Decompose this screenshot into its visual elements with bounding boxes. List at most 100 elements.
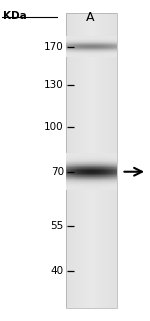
Bar	[108, 13, 109, 308]
Bar	[71, 168, 72, 169]
Bar	[108, 164, 109, 165]
Bar	[113, 37, 114, 38]
Bar	[89, 157, 90, 158]
Bar	[95, 41, 96, 42]
Bar	[100, 162, 101, 163]
Bar	[85, 39, 86, 40]
Bar	[82, 41, 83, 42]
Bar	[77, 157, 78, 158]
Bar	[102, 51, 103, 52]
Bar	[99, 13, 100, 308]
Bar	[89, 168, 90, 169]
Bar	[82, 55, 83, 56]
Bar	[92, 185, 93, 186]
Bar	[93, 161, 94, 162]
Bar	[75, 172, 76, 173]
Bar	[108, 172, 109, 173]
Bar	[76, 46, 77, 47]
Bar	[111, 176, 112, 177]
Bar	[70, 154, 71, 155]
Bar	[86, 162, 87, 163]
Bar	[102, 166, 103, 167]
Bar	[102, 172, 103, 173]
Bar	[93, 172, 94, 173]
Bar	[81, 169, 82, 170]
Bar	[85, 53, 86, 54]
Bar	[105, 47, 106, 48]
Bar	[97, 175, 98, 176]
Bar	[86, 157, 87, 158]
Bar	[77, 47, 78, 48]
Bar	[105, 177, 106, 178]
Bar	[104, 51, 105, 52]
Bar	[107, 161, 108, 162]
Bar	[105, 187, 106, 188]
Bar	[89, 186, 90, 187]
Bar	[85, 41, 86, 42]
Bar	[95, 172, 96, 173]
Bar	[74, 177, 75, 178]
Bar	[74, 155, 75, 156]
Bar	[106, 177, 107, 178]
Bar	[73, 189, 74, 190]
Bar	[113, 54, 114, 55]
Bar	[97, 163, 98, 164]
Bar	[94, 170, 95, 171]
Bar	[72, 46, 73, 47]
Bar	[101, 167, 102, 168]
Bar	[100, 175, 101, 176]
Bar	[91, 176, 92, 177]
Bar	[66, 48, 67, 49]
Bar	[95, 40, 96, 41]
Bar	[68, 154, 69, 155]
Bar	[96, 51, 97, 52]
Bar	[93, 167, 94, 168]
Bar	[70, 170, 71, 171]
Bar	[79, 166, 80, 167]
Bar	[101, 177, 102, 178]
Bar	[89, 50, 90, 51]
Bar	[78, 42, 79, 43]
Bar	[99, 159, 100, 160]
Bar	[69, 175, 70, 176]
Bar	[77, 49, 78, 50]
Bar	[85, 179, 86, 180]
Bar	[69, 183, 70, 184]
Bar	[111, 171, 112, 172]
Bar	[75, 56, 76, 57]
Bar	[78, 175, 79, 176]
Bar	[76, 177, 77, 178]
Bar	[79, 186, 80, 187]
Bar	[67, 171, 68, 172]
Bar	[93, 50, 94, 51]
Bar	[79, 41, 80, 42]
Bar	[95, 161, 96, 162]
Bar	[85, 169, 86, 170]
Bar	[96, 158, 97, 159]
Bar	[105, 188, 106, 189]
Bar	[80, 153, 81, 154]
Bar	[87, 47, 88, 48]
Bar	[96, 188, 97, 189]
Bar	[95, 187, 96, 188]
Bar	[102, 184, 103, 185]
Bar	[115, 168, 116, 169]
Bar	[70, 173, 71, 174]
Bar	[97, 185, 98, 186]
Bar	[73, 181, 74, 182]
Bar	[96, 40, 97, 41]
Bar	[108, 187, 109, 188]
Bar	[111, 162, 112, 163]
Bar	[78, 170, 79, 171]
Bar	[102, 54, 103, 55]
Bar	[92, 38, 93, 39]
Bar	[99, 177, 100, 178]
Bar	[87, 36, 88, 37]
Bar	[87, 156, 88, 157]
Bar	[74, 166, 75, 167]
Bar	[110, 182, 111, 183]
Bar	[78, 174, 79, 175]
Bar	[115, 164, 116, 165]
Bar	[104, 181, 105, 182]
Bar	[103, 47, 104, 48]
